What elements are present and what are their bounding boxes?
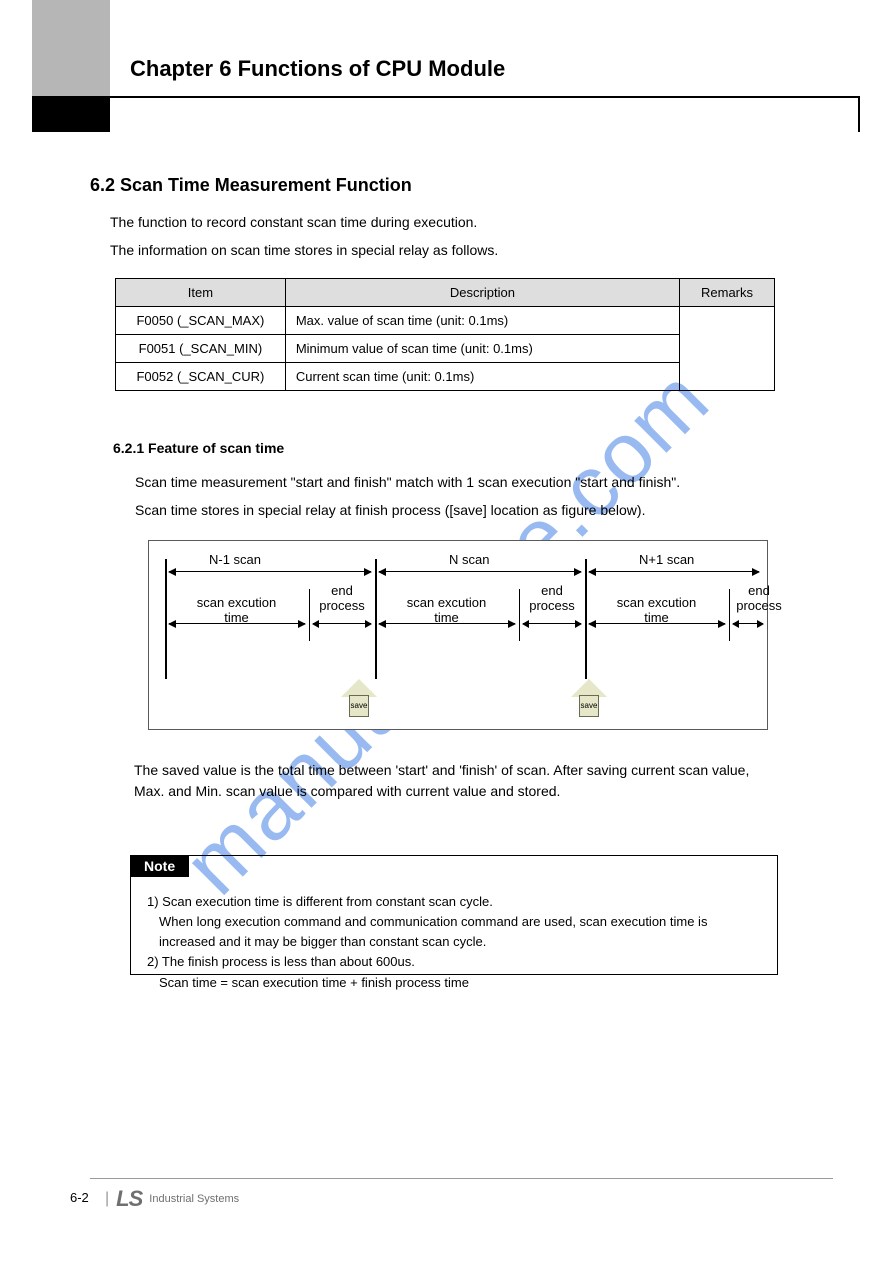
end-label-1: end process [522, 584, 582, 614]
table-row: F0051 (_SCAN_MIN) Minimum value of scan … [116, 335, 775, 363]
note-line-3: 2) The finish process is less than about… [147, 952, 761, 972]
table-row: F0050 (_SCAN_MAX) Max. value of scan tim… [116, 307, 775, 335]
note-line-2: When long execution command and communic… [147, 912, 761, 952]
diagram-inner-vline [309, 589, 310, 641]
col-header-desc: Description [285, 279, 679, 307]
scan-time-table: Item Description Remarks F0050 (_SCAN_MA… [115, 278, 775, 391]
save-arrow-icon: save [571, 679, 607, 721]
sub-line1: Scan time measurement "start and finish"… [135, 472, 680, 493]
end-label-2: end process [729, 584, 789, 614]
page-root: manualshive.com Chapter 6 Functions of C… [0, 0, 893, 1263]
diagram-arrow [313, 623, 371, 624]
footer-logo-sub: Industrial Systems [149, 1193, 239, 1205]
col-header-remarks: Remarks [680, 279, 775, 307]
section-intro-1: The function to record constant scan tim… [110, 212, 477, 233]
section-heading: 6.2 Scan Time Measurement Function [90, 175, 412, 196]
diagram-vline [165, 559, 167, 679]
save-label: save [349, 701, 369, 710]
diagram-arrow [733, 623, 763, 624]
sub-heading: 6.2.1 Feature of scan time [113, 440, 284, 456]
end-label-0: end process [312, 584, 372, 614]
cell-desc-0: Max. value of scan time (unit: 0.1ms) [285, 307, 679, 335]
diagram-arrow [379, 571, 581, 572]
header-side-rule [858, 96, 860, 132]
cell-item-2: F0052 (_SCAN_CUR) [116, 363, 286, 391]
scan-label-0: N-1 scan [209, 553, 261, 568]
save-label: save [579, 701, 599, 710]
exec-label-0: scan excution time [179, 596, 294, 626]
col-header-item: Item [116, 279, 286, 307]
cell-remarks [680, 307, 775, 391]
sub-line2: Scan time stores in special relay at fin… [135, 500, 645, 521]
scan-label-2: N+1 scan [639, 553, 694, 568]
note-box: Note 1) Scan execution time is different… [130, 855, 778, 975]
diagram-arrow [523, 623, 581, 624]
scan-diagram: N-1 scan N scan N+1 scan scan excution t… [148, 540, 768, 730]
section-intro-2: The information on scan time stores in s… [110, 240, 498, 261]
header-black-block [32, 96, 110, 132]
exec-label-1: scan excution time [389, 596, 504, 626]
cell-item-1: F0051 (_SCAN_MIN) [116, 335, 286, 363]
header-rule [32, 96, 860, 98]
page-number: 6-2 [70, 1190, 89, 1205]
footer-logo-text: LS [116, 1186, 142, 1212]
header-grey-block [32, 0, 110, 96]
chapter-title: Chapter 6 Functions of CPU Module [130, 56, 505, 82]
cell-desc-1: Minimum value of scan time (unit: 0.1ms) [285, 335, 679, 363]
footer-rule [90, 1178, 833, 1179]
table-row: F0052 (_SCAN_CUR) Current scan time (uni… [116, 363, 775, 391]
note-body: 1) Scan execution time is different from… [131, 856, 777, 1007]
diagram-inner-vline [519, 589, 520, 641]
diagram-vline [375, 559, 377, 679]
diagram-arrow [169, 571, 371, 572]
cell-desc-2: Current scan time (unit: 0.1ms) [285, 363, 679, 391]
note-line-4: Scan time = scan execution time + finish… [147, 973, 761, 993]
note-line-1: 1) Scan execution time is different from… [147, 892, 761, 912]
exec-label-2: scan excution time [599, 596, 714, 626]
cell-item-0: F0050 (_SCAN_MAX) [116, 307, 286, 335]
diagram-arrow [589, 571, 759, 572]
after-diagram-text: The saved value is the total time betwee… [134, 760, 774, 802]
save-arrow-icon: save [341, 679, 377, 721]
diagram-vline [585, 559, 587, 679]
scan-label-1: N scan [449, 553, 489, 568]
note-label: Note [130, 855, 189, 877]
footer-logo: | LS Industrial Systems [105, 1186, 239, 1212]
table-header-row: Item Description Remarks [116, 279, 775, 307]
